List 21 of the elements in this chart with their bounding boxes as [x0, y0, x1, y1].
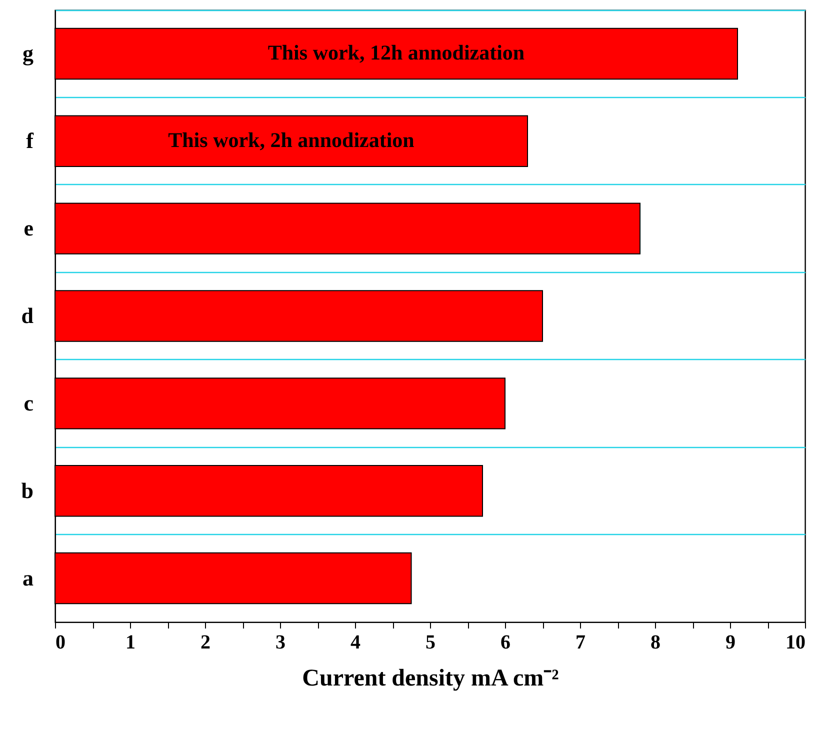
x-tick-label: 2 [200, 632, 210, 654]
x-tick-label: 8 [650, 632, 660, 654]
x-tick-label: 1 [126, 632, 136, 654]
x-axis-title: Current density mA cm⁻² [302, 666, 559, 692]
x-tick-label: 7 [576, 632, 586, 654]
x-tick-label: 6 [500, 632, 510, 654]
x-tick-label: 4 [350, 632, 360, 654]
x-tick-label: 10 [786, 632, 806, 654]
x-tick-label: 3 [276, 632, 286, 654]
x-tick-label: 0 [56, 632, 66, 654]
annotation: This work, 2h annodization [168, 128, 415, 152]
y-tick-label: f [26, 128, 34, 154]
y-tick-label: e [24, 216, 34, 241]
y-tick-label: a [22, 565, 34, 590]
x-tick-label: 9 [726, 632, 736, 654]
y-tick-label: d [21, 303, 34, 328]
y-tick-label: b [21, 478, 34, 503]
x-tick-label: 5 [426, 632, 436, 654]
y-tick-label: g [22, 40, 34, 66]
y-tick-label: c [24, 390, 34, 416]
annotation: This work, 12h annodization [268, 40, 525, 65]
